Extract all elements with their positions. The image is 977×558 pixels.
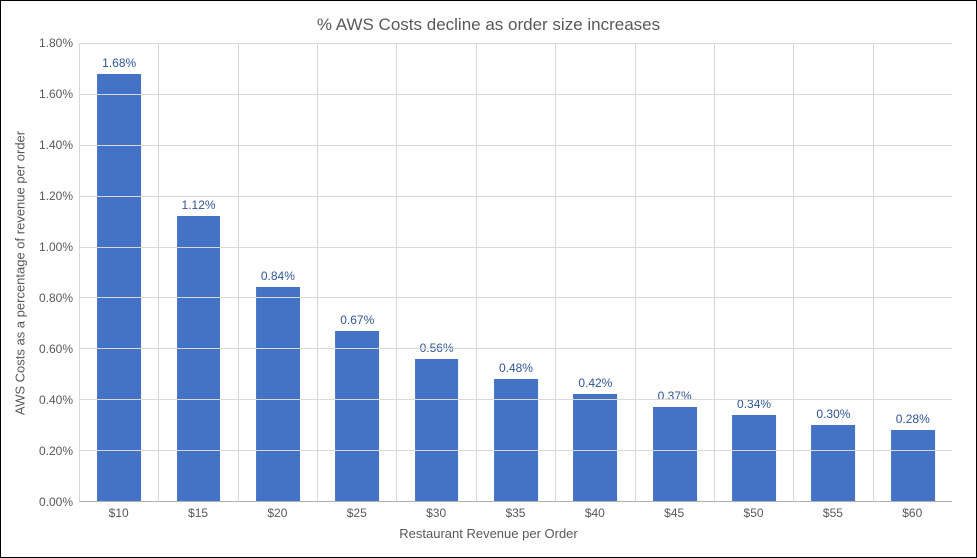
x-tick-label: $50 (714, 506, 793, 520)
gridline (80, 297, 952, 298)
plot-row: AWS Costs as a percentage of revenue per… (1, 43, 976, 502)
plot-area: 1.68% 1.12% 0.84% 0.67% 0.56% 0.48% 0.42% 0.37%… (79, 43, 952, 502)
y-tick-label: 1.60% (39, 87, 73, 101)
x-tick-label: $10 (79, 506, 158, 520)
y-tick-label: 0.60% (39, 342, 73, 356)
gridline (80, 94, 952, 95)
x-axis-row: $10$15$20$25$30$35$40$45$50$55$60 (1, 506, 976, 520)
y-tick-label: 1.00% (39, 240, 73, 254)
bar-slot: 0.37% (636, 43, 715, 501)
y-tick-label: 0.40% (39, 393, 73, 407)
x-tick-label: $60 (873, 506, 952, 520)
chart-title: % AWS Costs decline as order size increa… (1, 15, 976, 35)
x-tick-label: $55 (793, 506, 872, 520)
bar-value-label: 0.30% (816, 407, 850, 421)
bar (653, 407, 697, 501)
bar (177, 216, 221, 501)
x-tick-label: $35 (476, 506, 555, 520)
y-tick-label: 1.80% (39, 36, 73, 50)
bar-value-label: 1.68% (102, 56, 136, 70)
y-label-column: AWS Costs as a percentage of revenue per… (7, 43, 33, 502)
bar-slot: 1.68% (80, 43, 159, 501)
gridline (80, 196, 952, 197)
bar-value-label: 0.67% (340, 313, 374, 327)
gridline (80, 247, 952, 248)
x-axis-label: Restaurant Revenue per Order (1, 526, 976, 541)
aws-cost-bar-chart: % AWS Costs decline as order size increa… (1, 1, 976, 557)
gridline (80, 145, 952, 146)
y-tick-label: 1.20% (39, 189, 73, 203)
x-tick-label: $40 (555, 506, 634, 520)
bar (97, 74, 141, 501)
bar-value-label: 1.12% (182, 198, 216, 212)
gridline (80, 450, 952, 451)
x-tick-label: $20 (238, 506, 317, 520)
gridline (80, 348, 952, 349)
bar-slot: 0.28% (874, 43, 952, 501)
bar-slot: 0.48% (477, 43, 556, 501)
bars-container: 1.68% 1.12% 0.84% 0.67% 0.56% 0.48% 0.42% 0.37%… (80, 43, 952, 501)
bar-slot: 0.30% (794, 43, 873, 501)
bar-slot: 0.42% (556, 43, 635, 501)
bar-value-label: 0.48% (499, 361, 533, 375)
gridline (80, 399, 952, 400)
bar-slot: 0.34% (715, 43, 794, 501)
bar (573, 394, 617, 501)
y-tick-label: 1.40% (39, 138, 73, 152)
x-tick-label: $15 (158, 506, 237, 520)
bar-value-label: 0.28% (896, 412, 930, 426)
bar-value-label: 0.37% (658, 389, 692, 403)
bar-slot: 0.84% (239, 43, 318, 501)
y-tick-label: 0.80% (39, 291, 73, 305)
x-tick-label: $30 (396, 506, 475, 520)
bar-value-label: 0.84% (261, 269, 295, 283)
bar (732, 415, 776, 502)
y-tick-label: 0.20% (39, 444, 73, 458)
x-tick-label: $25 (317, 506, 396, 520)
bar (415, 359, 459, 501)
x-tick-label: $45 (635, 506, 714, 520)
y-tick-column: 0.00%0.20%0.40%0.60%0.80%1.00%1.20%1.40%… (33, 43, 79, 502)
y-axis-label: AWS Costs as a percentage of revenue per… (13, 130, 28, 414)
bar (811, 425, 855, 501)
bar (891, 430, 935, 501)
bar (335, 331, 379, 501)
bar-slot: 1.12% (159, 43, 238, 501)
bar-value-label: 0.42% (578, 376, 612, 390)
x-ticks: $10$15$20$25$30$35$40$45$50$55$60 (79, 506, 952, 520)
y-tick-label: 0.00% (39, 495, 73, 509)
bar (256, 287, 300, 501)
bar (494, 379, 538, 501)
gridline (80, 43, 952, 44)
bar-slot: 0.67% (318, 43, 397, 501)
bar-slot: 0.56% (397, 43, 476, 501)
